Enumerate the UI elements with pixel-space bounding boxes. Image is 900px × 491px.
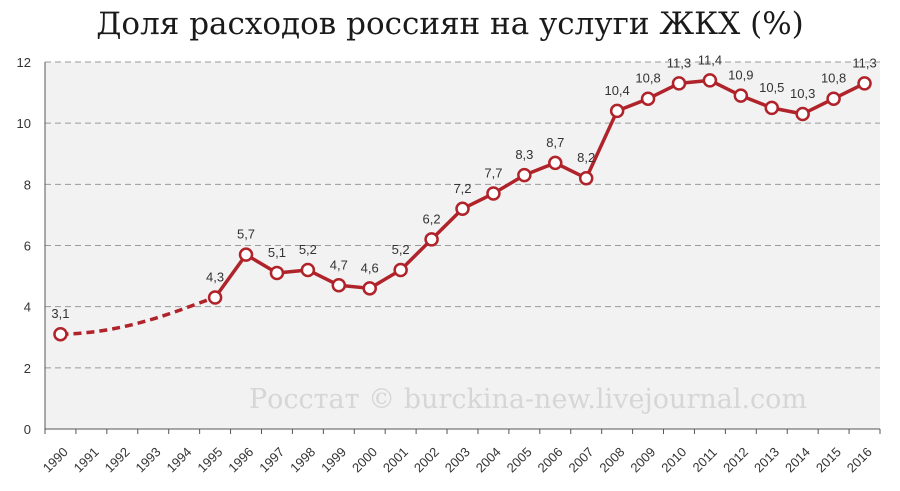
x-tick-label: 2013 [751,444,782,475]
x-tick-label: 2009 [627,444,658,475]
gridlines [45,61,880,369]
y-tick-label: 8 [24,177,31,192]
data-label: 10,4 [604,83,629,98]
y-tick-label: 2 [24,361,31,376]
x-tick-label: 1997 [256,444,287,475]
data-label: 11,4 [698,52,722,67]
x-tick-label: 2000 [349,444,380,475]
data-label: 10,5 [759,80,784,95]
data-point [826,91,841,106]
x-tick-label: 2003 [442,444,473,475]
data-label: 10,9 [728,68,753,83]
data-label: 11,3 [667,55,691,70]
x-tick-label: 1995 [194,444,225,475]
data-point [424,232,439,247]
data-label: 10,8 [635,71,660,86]
x-tick-label: 2005 [504,444,535,475]
interpolated-segment [60,295,216,336]
data-point [671,76,687,91]
data-label: 7,7 [484,166,502,181]
x-tick-label: 2001 [380,444,411,475]
x-tick-label: 1998 [287,444,318,475]
x-tick-label: 2015 [813,444,844,475]
data-label: 5,2 [299,242,317,257]
data-point [331,278,347,293]
data-point [578,170,594,186]
data-point [455,201,470,217]
x-tick-label: 1990 [40,444,71,475]
series-line [60,78,866,336]
x-tick-label: 2008 [596,444,627,475]
data-point [609,103,625,119]
y-tick-label: 6 [24,239,31,254]
x-tick-label: 2011 [690,445,720,475]
x-tick-label: 1999 [318,444,349,475]
x-tick-label: 2014 [782,444,813,475]
data-label: 8,7 [546,135,564,150]
data-label: 10,8 [821,71,846,86]
data-point [702,73,718,88]
data-point [53,326,68,342]
data-points [53,73,872,342]
data-label: 3,1 [51,306,69,321]
data-point [207,290,223,305]
x-tick-label: 1992 [102,444,133,475]
x-tick-label: 2004 [473,444,504,475]
x-axis-ticks: 1990 1991 1992 1993 1994 1995 1996 1997 1998 1999… [40,444,875,475]
data-label: 5,7 [237,227,255,242]
data-point [300,262,316,278]
y-tick-label: 12 [17,55,31,70]
data-label: 4,3 [206,269,224,284]
x-tick-label: 2010 [658,444,689,475]
data-point [764,100,780,116]
data-point [857,76,872,91]
data-label: 7,2 [453,181,471,196]
x-tick-label: 1991 [71,444,102,475]
data-label: 5,1 [268,245,286,260]
data-point [238,247,254,262]
data-point [548,155,563,171]
data-point [269,265,285,281]
data-point [640,91,656,106]
data-label: 5,2 [392,242,410,257]
data-label: 8,3 [515,147,533,162]
data-label: 6,2 [423,211,441,226]
data-point [486,186,501,201]
y-tick-label: 4 [24,300,31,315]
x-tick-label: 1994 [163,444,194,475]
x-tick-label: 2016 [844,444,875,475]
data-point [362,281,377,296]
y-axis-ticks: 0 2 4 6 8 10 12 [17,55,31,437]
data-labels: 3,1 4,3 5,7 5,1 5,2 4,7 4,6 5,2 6,2 7,2 7,7 8,3 8,7 8… [51,52,876,321]
data-point [795,106,810,122]
x-tick-label: 2007 [565,444,596,475]
data-label: 4,7 [330,257,348,272]
data-point [733,88,749,103]
y-tick-label: 10 [17,116,31,131]
x-tick-label: 2006 [535,444,566,475]
y-tick-label: 0 [24,422,31,437]
chart-title: Доля расходов россиян на услуги ЖКХ (%) [96,6,804,42]
x-tick-label: 2012 [720,444,751,475]
data-point [393,262,408,278]
data-label: 4,6 [361,260,379,275]
watermark: Росстат © burckina-new.livejournal.com [249,384,807,415]
series-path [213,78,866,299]
x-tick-label: 2002 [411,444,442,475]
axes [44,62,881,434]
data-label: 11,3 [852,55,876,70]
data-label: 10,3 [790,86,815,101]
x-tick-label: 1996 [225,444,256,475]
data-label: 8,2 [577,150,595,165]
x-tick-label: 1993 [133,444,164,475]
data-point [517,167,532,183]
